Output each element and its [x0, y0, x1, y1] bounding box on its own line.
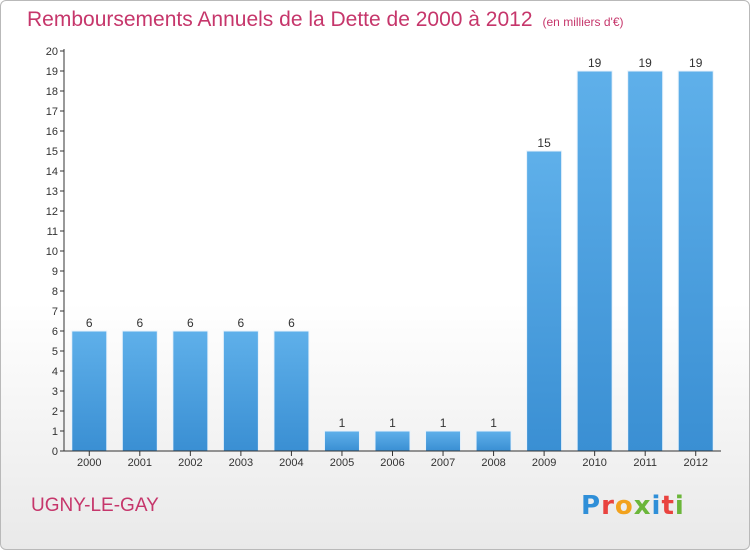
logo-letter: P: [581, 491, 602, 521]
y-tick-label: 20: [46, 46, 58, 58]
data-label: 15: [537, 136, 551, 150]
x-tick-label: 2002: [178, 457, 202, 469]
y-tick-label: 4: [52, 366, 58, 378]
logo-letter: i: [651, 491, 662, 521]
data-label: 6: [288, 316, 295, 330]
unit-label: (en milliers d'€): [542, 15, 624, 29]
bar-2007: [425, 430, 462, 452]
bar-2012: [677, 70, 714, 452]
data-label: 6: [238, 316, 245, 330]
x-tick-label: 2010: [582, 457, 606, 469]
y-tick-label: 18: [46, 86, 58, 98]
logo-letter: i: [674, 491, 685, 521]
chart-title: Remboursements Annuels de la Dette de 20…: [27, 8, 624, 32]
commune-name: UGNY-LE-GAY: [31, 495, 159, 516]
y-tick-label: 0: [52, 446, 58, 458]
x-tick-label: 2012: [683, 457, 707, 469]
bar-2011: [627, 70, 664, 452]
data-label: 6: [86, 316, 93, 330]
y-tick-label: 17: [46, 106, 58, 118]
y-tick-label: 11: [47, 226, 58, 238]
y-tick-label: 8: [52, 286, 58, 298]
y-tick-label: 12: [46, 206, 58, 218]
bar-2005: [323, 430, 360, 452]
x-tick-label: 2008: [481, 457, 505, 469]
data-label: 1: [389, 416, 396, 430]
logo-letter: t: [661, 491, 675, 521]
x-tick-label: 2011: [633, 457, 657, 469]
x-tick-label: 2006: [380, 457, 404, 469]
x-tick-label: 2007: [431, 457, 455, 469]
x-tick-label: 2004: [279, 457, 303, 469]
data-label: 1: [490, 416, 497, 430]
bar-2009: [526, 150, 563, 452]
x-tick-label: 2005: [330, 457, 354, 469]
bar-2000: [71, 330, 108, 452]
bar-2008: [475, 430, 512, 452]
data-label: 1: [339, 416, 346, 430]
data-label: 19: [689, 56, 703, 70]
y-tick-label: 2: [52, 406, 58, 418]
y-tick-label: 3: [52, 386, 58, 398]
y-tick-label: 1: [52, 426, 58, 438]
y-tick-label: 16: [46, 126, 58, 138]
y-tick-label: 14: [46, 166, 58, 178]
bar-2006: [374, 430, 411, 452]
y-tick-label: 10: [46, 246, 58, 258]
x-tick-label: 2009: [532, 457, 556, 469]
logo-letter: o: [614, 491, 634, 521]
data-label: 6: [136, 316, 143, 330]
logo-letter: r: [601, 491, 615, 521]
x-tick-label: 2001: [128, 457, 152, 469]
y-tick-label: 6: [52, 326, 58, 338]
data-label: 19: [639, 56, 653, 70]
x-tick-label: 2000: [77, 457, 101, 469]
data-label: 1: [440, 416, 447, 430]
title-text: Remboursements Annuels de la Dette de 20…: [27, 8, 533, 31]
bar-2003: [222, 330, 259, 452]
y-tick-label: 9: [52, 266, 58, 278]
data-label: 6: [187, 316, 194, 330]
y-tick-label: 5: [52, 346, 58, 358]
bar-2010: [576, 70, 613, 452]
bar-2002: [172, 330, 209, 452]
data-label: 19: [588, 56, 602, 70]
bar-2001: [121, 330, 158, 452]
proxiti-logo: Proxiti: [581, 491, 685, 521]
y-tick-label: 15: [46, 146, 58, 158]
bar-2004: [273, 330, 310, 452]
logo-letter: x: [633, 491, 652, 521]
y-tick-label: 13: [46, 186, 58, 198]
x-tick-label: 2003: [229, 457, 253, 469]
y-tick-label: 7: [52, 306, 58, 318]
y-tick-label: 19: [46, 66, 58, 78]
